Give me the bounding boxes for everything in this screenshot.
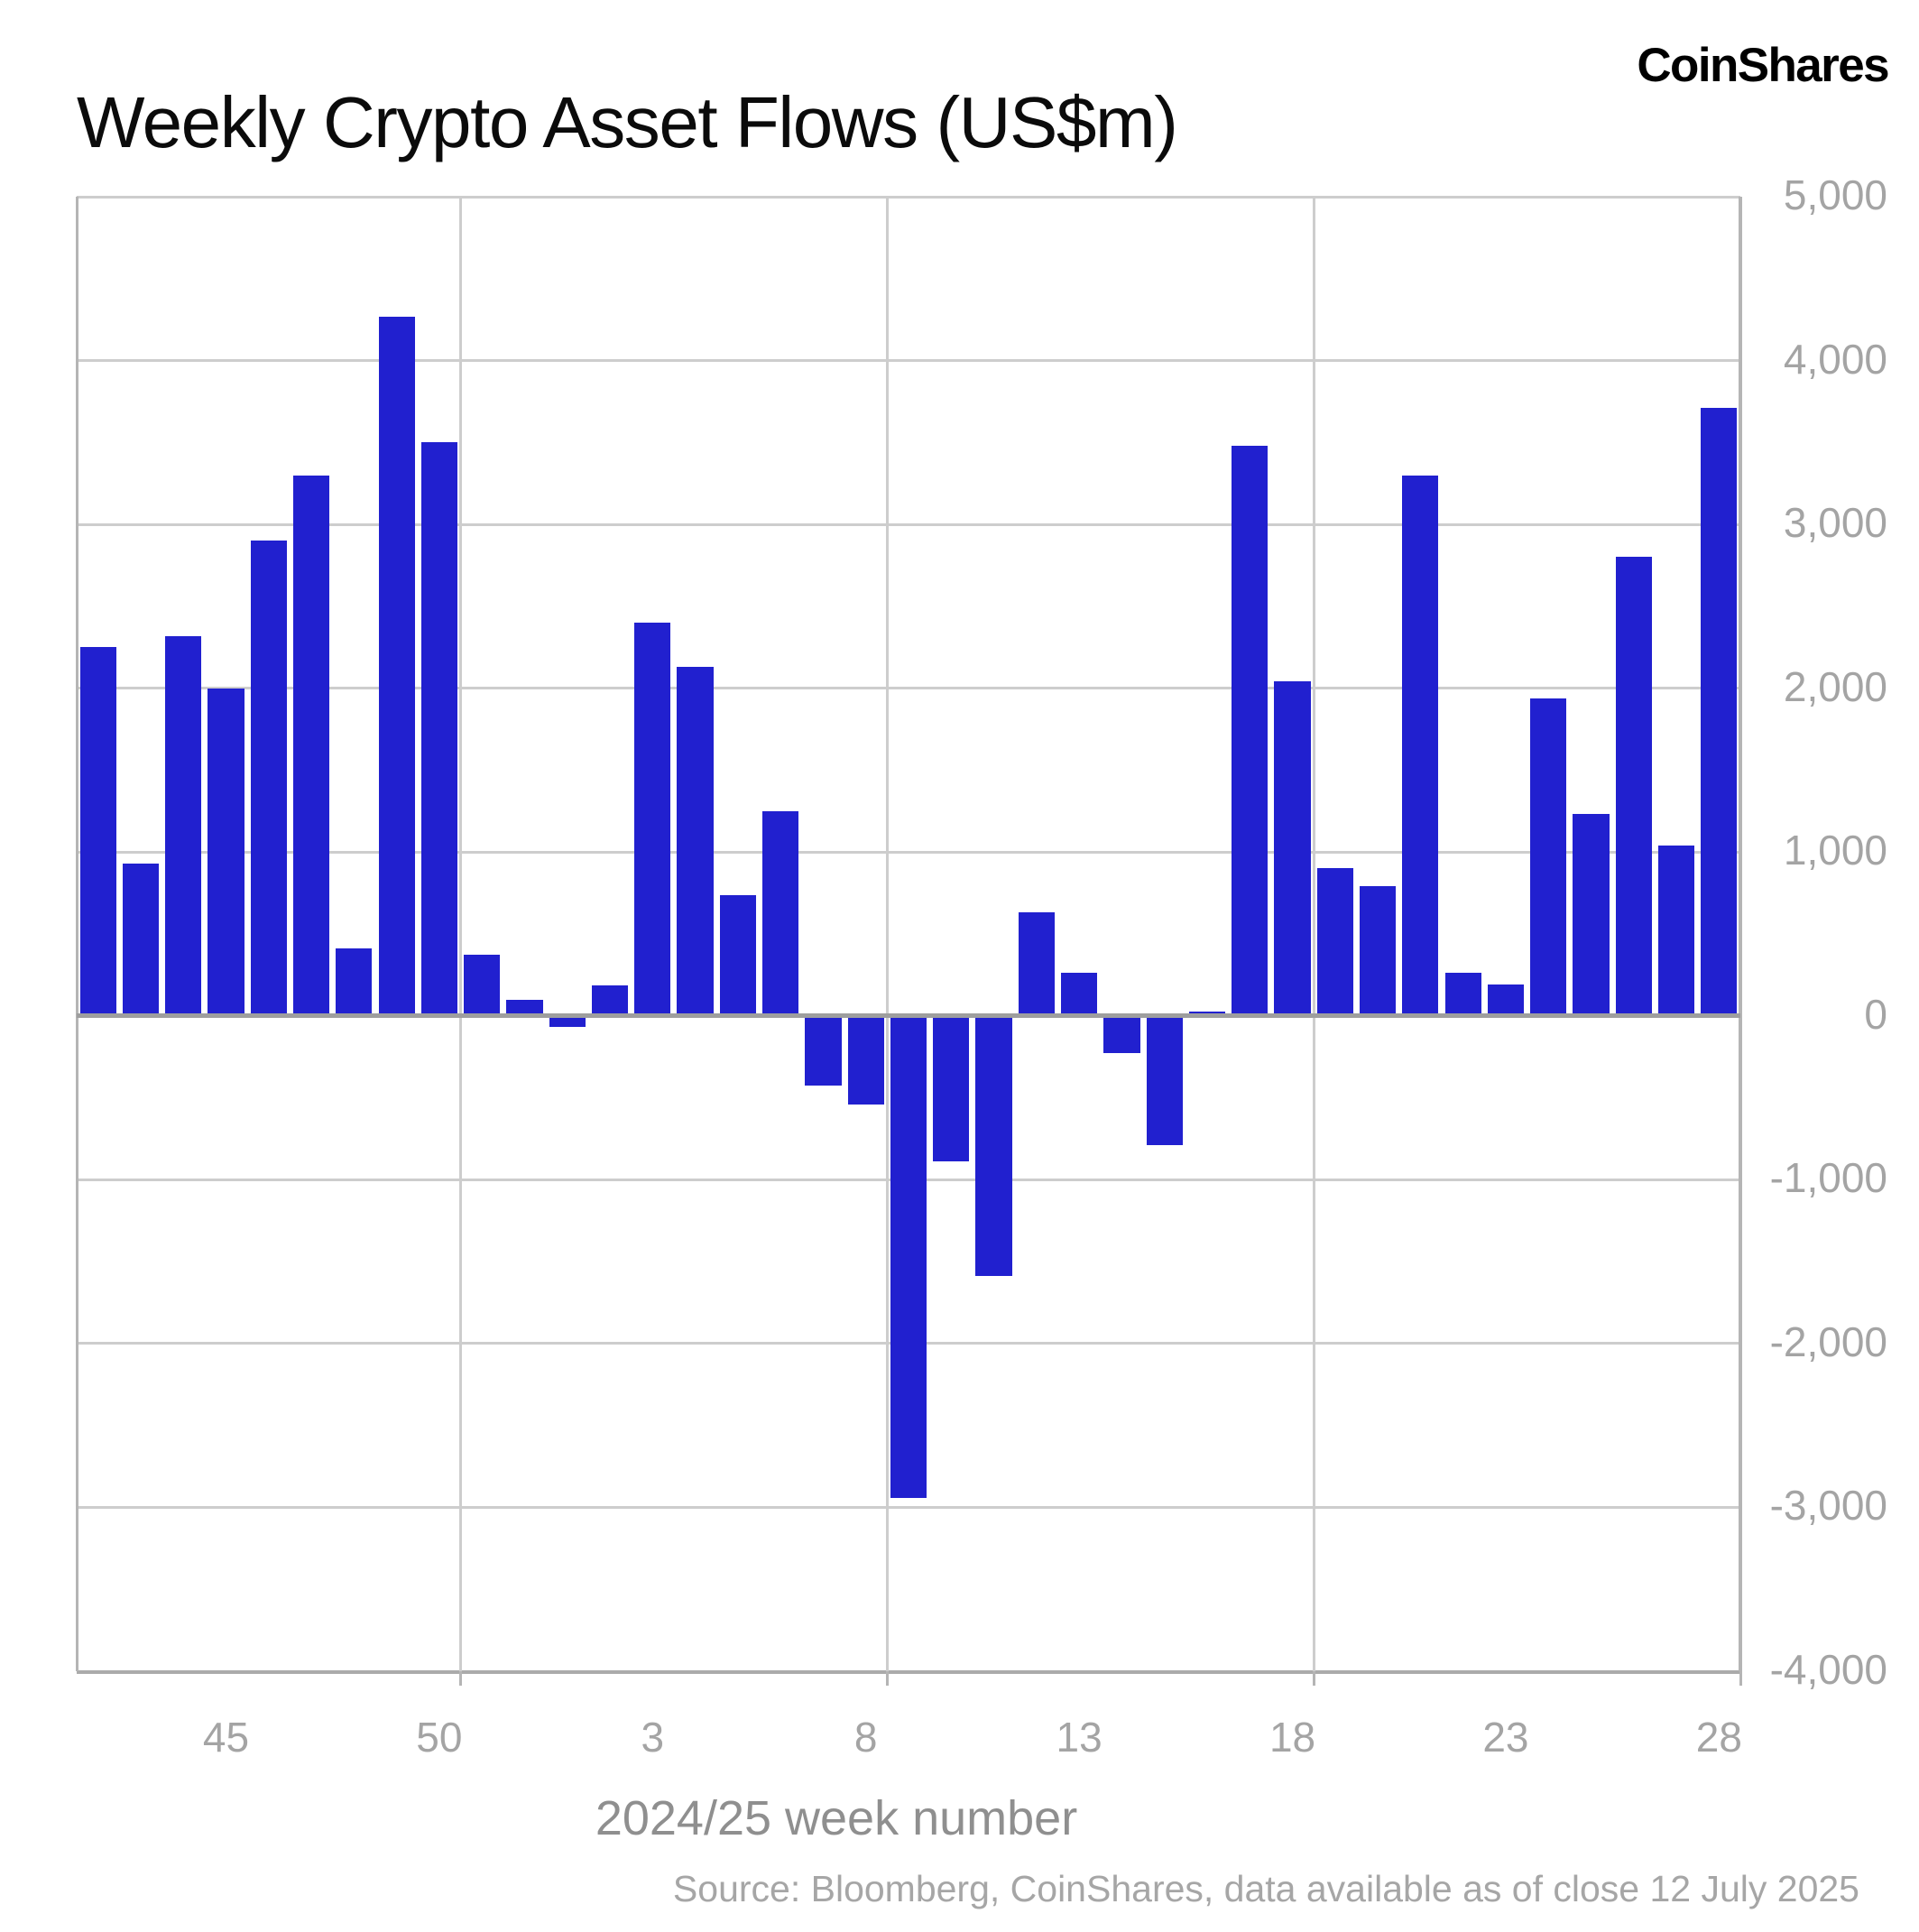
bar-week-51 (464, 954, 501, 1016)
y-axis-label-5000: 5,000 (1783, 171, 1887, 218)
x-axis-label-week-28: 28 (1695, 1714, 1742, 1761)
bar-week-28 (1701, 408, 1738, 1016)
bar-week-45 (208, 688, 244, 1016)
h-gridline--3000 (77, 1505, 1740, 1509)
zero-axis-line (77, 1013, 1740, 1019)
h-gridline-3000 (77, 522, 1740, 526)
bar-week-14 (1103, 1015, 1140, 1053)
bar-week-19 (1316, 868, 1353, 1016)
bar-week-18 (1274, 681, 1311, 1016)
h-gridline-5000 (77, 195, 1740, 199)
axis-spine-left (76, 197, 78, 1671)
bar-week-2 (591, 985, 629, 1016)
bar-week-1 (549, 1015, 586, 1027)
bar-week-15 (1146, 1015, 1183, 1146)
h-gridline--4000 (77, 1669, 1740, 1674)
bar-week-7 (805, 1015, 842, 1086)
x-axis-label-week-18: 18 (1269, 1714, 1316, 1761)
x-tick-mark-week-18 (1312, 1671, 1315, 1686)
bar-week-5 (719, 895, 756, 1016)
x-tick-mark-week-8 (885, 1671, 889, 1686)
h-gridline-4000 (77, 359, 1740, 363)
y-axis-label-0: 0 (1864, 990, 1887, 1038)
bar-week-27 (1657, 845, 1695, 1016)
bar-week-6 (762, 810, 799, 1016)
y-axis-label--2000: -2,000 (1769, 1317, 1887, 1365)
bar-week-52 (506, 999, 543, 1016)
bar-week-8 (847, 1015, 884, 1105)
x-axis-label-week-50: 50 (416, 1714, 463, 1761)
bar-week-42 (79, 647, 116, 1016)
x-axis-title: 2024/25 week number (595, 1791, 1078, 1845)
x-axis-label-week-8: 8 (853, 1714, 878, 1761)
bar-week-23 (1487, 984, 1525, 1016)
y-axis-label-3000: 3,000 (1783, 498, 1887, 546)
bar-week-11 (975, 1015, 1012, 1277)
bar-week-25 (1573, 814, 1610, 1016)
bar-week-12 (1018, 912, 1055, 1016)
bar-week-47 (292, 475, 330, 1016)
y-axis-label--3000: -3,000 (1769, 1482, 1887, 1530)
v-gridline-week-18 (1312, 197, 1315, 1671)
bar-week-50 (420, 442, 457, 1016)
h-gridline-1000 (77, 850, 1740, 854)
bar-week-48 (336, 948, 373, 1016)
y-axis-label-4000: 4,000 (1783, 335, 1887, 383)
bar-week-3 (634, 623, 671, 1016)
y-axis-label--4000: -4,000 (1769, 1645, 1887, 1693)
y-axis-label-2000: 2,000 (1783, 662, 1887, 710)
bar-week-43 (122, 863, 160, 1016)
bar-week-49 (378, 316, 415, 1016)
source-note: Source: Bloomberg, CoinShares, data avai… (672, 1868, 1859, 1909)
y-axis-label-1000: 1,000 (1783, 827, 1887, 874)
v-gridline-week-8 (885, 197, 889, 1671)
bar-week-24 (1530, 698, 1567, 1016)
coinshares-logo: CoinShares (1637, 39, 1889, 92)
bar-week-46 (250, 541, 287, 1016)
bar-week-26 (1615, 557, 1652, 1016)
bar-week-44 (165, 635, 202, 1016)
x-axis-label-week-23: 23 (1482, 1714, 1529, 1761)
bar-week-22 (1444, 972, 1481, 1016)
bar-week-13 (1061, 972, 1098, 1016)
y-axis-label--1000: -1,000 (1769, 1154, 1887, 1202)
page-title: Weekly Crypto Asset Flows (US$m) (77, 81, 1178, 162)
v-gridline-week-50 (459, 197, 463, 1671)
bar-week-17 (1232, 445, 1269, 1016)
bar-week-20 (1360, 886, 1397, 1016)
plot-area (76, 195, 1742, 1686)
axis-spine-right (1739, 197, 1742, 1671)
x-tick-mark-week-28 (1739, 1671, 1742, 1686)
bar-week-10 (933, 1015, 970, 1162)
bar-week-21 (1402, 475, 1439, 1016)
x-axis-label-week-13: 13 (1056, 1714, 1103, 1761)
bar-week-4 (677, 667, 714, 1016)
h-gridline-2000 (77, 687, 1740, 690)
bar-week-9 (890, 1015, 927, 1498)
x-axis-label-week-3: 3 (641, 1714, 665, 1761)
x-tick-mark-week-50 (459, 1671, 463, 1686)
x-axis-label-week-45: 45 (202, 1714, 250, 1761)
